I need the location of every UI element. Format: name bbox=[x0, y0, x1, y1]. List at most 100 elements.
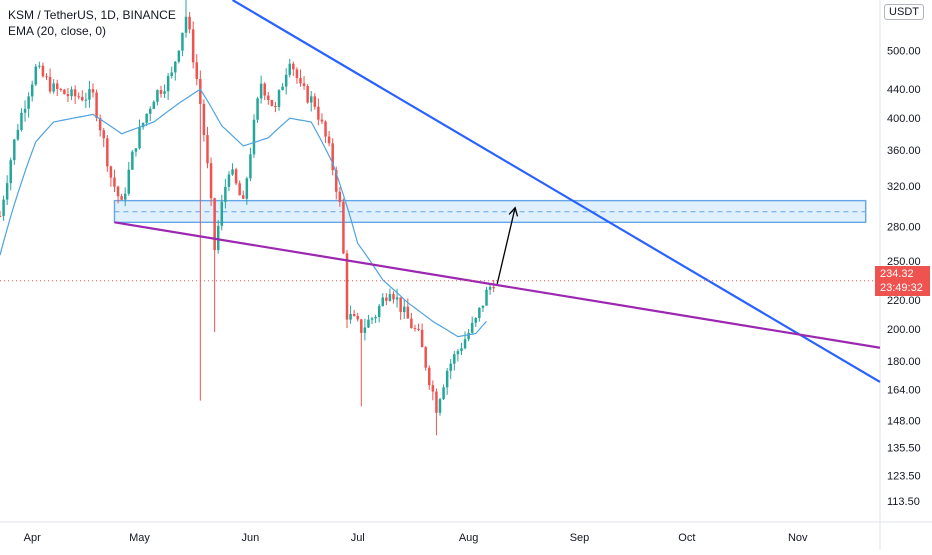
candle-body bbox=[34, 66, 38, 85]
candle-body bbox=[406, 306, 410, 319]
candle-body bbox=[63, 89, 66, 95]
candle-body bbox=[252, 119, 256, 155]
candle-body bbox=[116, 186, 120, 197]
y-tick-label: 113.50 bbox=[887, 496, 920, 508]
candle-body bbox=[345, 253, 349, 320]
candle-body bbox=[413, 328, 417, 330]
candle-body bbox=[216, 225, 220, 251]
candle-body bbox=[420, 329, 424, 348]
candle-body bbox=[227, 174, 231, 187]
candle-body bbox=[148, 108, 152, 114]
candle-body bbox=[342, 201, 345, 254]
candle-body bbox=[2, 199, 5, 217]
candle-body bbox=[23, 108, 27, 113]
candle-body bbox=[5, 183, 9, 200]
candle-body bbox=[474, 317, 478, 323]
candle-body bbox=[20, 112, 23, 130]
candle-body bbox=[88, 89, 91, 100]
candle-body bbox=[109, 166, 113, 178]
candle-body bbox=[113, 177, 116, 187]
candle-body bbox=[267, 95, 270, 101]
candle-body bbox=[181, 32, 184, 51]
candle-body bbox=[120, 196, 123, 200]
candle-body bbox=[395, 297, 399, 300]
candle-body bbox=[478, 307, 481, 318]
candle-body bbox=[367, 319, 370, 328]
candle-body bbox=[177, 50, 181, 62]
y-tick-label: 180.00 bbox=[887, 356, 921, 368]
x-tick-label: Nov bbox=[788, 532, 808, 544]
candle-body bbox=[199, 79, 202, 104]
candle-body bbox=[224, 186, 227, 202]
candle-body bbox=[259, 83, 263, 99]
candle-body bbox=[188, 16, 191, 30]
candle-body bbox=[106, 138, 109, 167]
candle-body bbox=[309, 96, 313, 103]
candle-body bbox=[442, 387, 445, 400]
candle-body bbox=[317, 106, 320, 120]
candle-body bbox=[270, 100, 274, 106]
candle-body bbox=[381, 297, 385, 306]
candle-body bbox=[306, 85, 309, 103]
y-tick-label: 250.00 bbox=[887, 256, 921, 268]
candle-body bbox=[170, 72, 173, 77]
candle-body bbox=[166, 76, 170, 92]
candle-body bbox=[435, 391, 438, 413]
symbol-title[interactable]: KSM / TetherUS, 1D, BINANCE bbox=[6, 7, 178, 23]
x-tick-label: May bbox=[129, 532, 150, 544]
candle-body bbox=[428, 367, 431, 386]
candle-body bbox=[417, 328, 420, 330]
y-tick-label: 280.00 bbox=[887, 222, 921, 234]
candle-body bbox=[73, 89, 77, 97]
currency-badge[interactable]: USDT bbox=[884, 4, 924, 20]
candle-body bbox=[402, 306, 406, 313]
candle-body bbox=[356, 315, 359, 320]
candle-body bbox=[249, 154, 252, 179]
candle-body bbox=[16, 129, 20, 140]
candle-body bbox=[91, 89, 95, 93]
candle-body bbox=[302, 83, 306, 86]
y-tick-label: 360.00 bbox=[887, 145, 921, 157]
candle-body bbox=[159, 90, 163, 94]
ema-indicator-label[interactable]: EMA (20, close, 0) bbox=[6, 23, 109, 39]
candle-body bbox=[424, 347, 427, 368]
candle-body bbox=[277, 90, 281, 108]
candle-body bbox=[388, 294, 392, 301]
candle-body bbox=[492, 286, 495, 289]
x-tick-label: Apr bbox=[24, 532, 41, 544]
candle-body bbox=[70, 89, 73, 97]
candle-body bbox=[184, 16, 188, 33]
candle-body bbox=[456, 351, 460, 355]
y-tick-label: 440.00 bbox=[887, 84, 921, 96]
candle-body bbox=[27, 96, 30, 109]
candle-body bbox=[95, 92, 98, 118]
y-tick-label: 123.50 bbox=[887, 471, 921, 483]
x-tick-label: Jul bbox=[351, 532, 365, 544]
candle-body bbox=[48, 76, 52, 92]
candle-body bbox=[263, 83, 266, 96]
candle-body bbox=[152, 101, 156, 109]
candle-body bbox=[370, 318, 374, 320]
x-tick-label: Sep bbox=[570, 532, 590, 544]
candle-body bbox=[352, 313, 356, 316]
descending-trendline bbox=[231, 0, 881, 383]
candle-body bbox=[9, 160, 12, 184]
candle-body bbox=[313, 96, 317, 107]
last-price-value: 234.32 bbox=[880, 268, 914, 280]
candle-body bbox=[174, 61, 177, 73]
candle-body bbox=[220, 201, 224, 226]
arrow-head bbox=[508, 206, 519, 217]
candle-body bbox=[102, 130, 105, 139]
candle-body bbox=[81, 96, 84, 101]
candle-body bbox=[98, 117, 102, 131]
last-price-tag: 234.32 23:49:32 bbox=[875, 266, 930, 296]
candle-body bbox=[445, 370, 449, 388]
candle-body bbox=[449, 363, 452, 371]
y-tick-label: 500.00 bbox=[887, 45, 921, 57]
candle-body bbox=[288, 63, 292, 75]
candle-body bbox=[84, 99, 88, 101]
y-tick-label: 320.00 bbox=[887, 181, 921, 193]
candle-body bbox=[0, 215, 2, 217]
